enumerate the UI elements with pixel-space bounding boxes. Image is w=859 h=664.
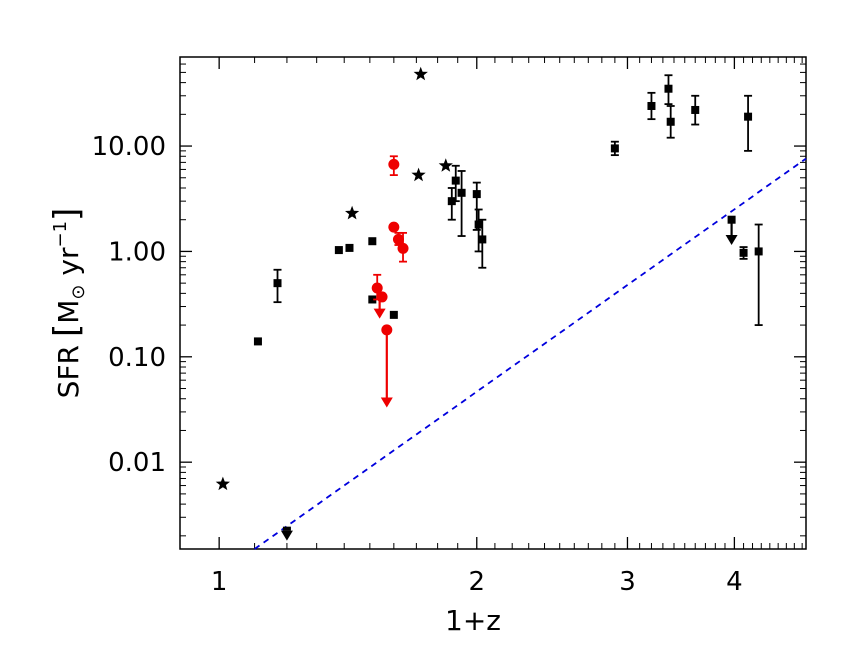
y-axis-label-bracket-close: ] — [47, 208, 87, 221]
axis-ticks: 1 2 3 4 0.01 0.10 1.00 10.00 — [92, 56, 806, 597]
y-axis-label-unit-yr: yr — [52, 247, 85, 284]
square-marker — [727, 215, 736, 224]
x-tick-label: 3 — [619, 567, 636, 597]
upper-limit-marker — [282, 526, 291, 531]
square-marker — [691, 105, 700, 114]
y-axis-label-exponent: −1 — [50, 221, 71, 248]
square-marker — [451, 176, 460, 185]
square-marker — [610, 144, 619, 153]
x-tick-label: 4 — [726, 567, 743, 597]
data-markers — [215, 66, 763, 541]
y-axis-label-sun: ⊙ — [68, 284, 89, 299]
square-marker — [478, 235, 487, 244]
square-marker — [474, 220, 483, 229]
square-marker — [754, 247, 763, 256]
star-marker — [345, 205, 360, 220]
y-tick-label: 1.00 — [108, 237, 166, 267]
x-tick-label: 1 — [211, 567, 228, 597]
circle-marker — [388, 221, 400, 233]
x-axis-label: 1+z — [445, 604, 501, 637]
upper-limit-arrowhead — [725, 235, 738, 246]
square-marker — [345, 243, 354, 252]
star-marker — [413, 66, 428, 81]
square-marker — [334, 246, 343, 255]
y-axis-label: SFR [M⊙ yr−1] — [47, 208, 89, 399]
square-marker — [368, 295, 377, 304]
upper-limit-arrowhead — [380, 397, 393, 408]
y-tick-label: 0.01 — [108, 448, 166, 478]
square-marker — [457, 188, 466, 197]
square-marker — [389, 310, 398, 319]
square-marker — [253, 337, 262, 346]
star-marker — [438, 158, 453, 172]
circle-marker — [376, 291, 388, 303]
square-marker — [647, 101, 656, 110]
y-tick-label: 0.10 — [108, 343, 166, 373]
square-marker — [739, 248, 748, 257]
square-marker — [472, 190, 481, 199]
x-tick-label: 2 — [468, 567, 485, 597]
y-tick-label: 10.00 — [92, 132, 166, 162]
y-axis-label-unit-m: M — [52, 300, 85, 324]
star-marker — [411, 167, 426, 182]
upper-limit-arrowhead — [280, 530, 293, 541]
star-marker — [215, 476, 230, 491]
circle-marker — [392, 233, 404, 245]
plot-frame — [179, 56, 807, 550]
square-marker — [664, 84, 673, 93]
square-marker — [273, 279, 282, 288]
circle-marker — [397, 242, 409, 254]
circle-marker — [388, 158, 400, 170]
square-marker — [666, 117, 675, 126]
upper-limit-arrowhead — [373, 308, 386, 319]
y-axis-label-prefix: SFR — [52, 345, 85, 398]
y-axis-label-bracket-open: [ — [47, 324, 87, 337]
circle-marker — [371, 282, 383, 294]
square-marker — [368, 237, 377, 246]
dashed-curve — [254, 157, 807, 550]
square-marker — [744, 112, 753, 121]
detection-limit-curve — [254, 157, 807, 550]
